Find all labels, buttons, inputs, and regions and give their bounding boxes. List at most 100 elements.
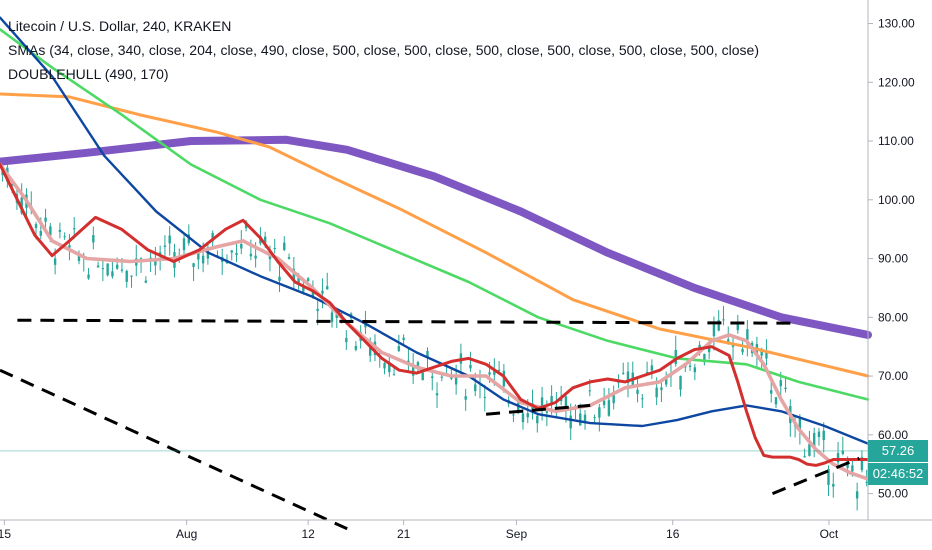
candle-body: [44, 217, 47, 222]
time-tick-label: 21: [397, 527, 411, 541]
candle-body: [287, 257, 291, 259]
candle-body: [593, 417, 596, 419]
symbol-title[interactable]: Litecoin / U.S. Dollar, 240, KRAKEN: [8, 18, 232, 34]
candle-body: [283, 242, 286, 250]
candle-body: [469, 364, 472, 369]
candle-body: [474, 384, 477, 392]
candle-body: [851, 465, 854, 472]
candle-body: [712, 323, 716, 337]
price-axis[interactable]: 130.00 120.00 110.00 100.00 90.00 80.00 70.00 6…: [868, 17, 915, 501]
time-tick-label: Sep: [506, 527, 528, 541]
candle-body: [679, 375, 682, 390]
candle-body: [39, 230, 42, 236]
candle-body: [49, 226, 52, 236]
time-tick-label: 15: [0, 527, 11, 541]
price-tick-label: 90.00: [878, 252, 908, 266]
candle-body: [10, 183, 14, 186]
candle-body: [779, 380, 782, 387]
price-tick-label: 120.00: [878, 75, 915, 89]
price-tick-label: 110.00: [878, 134, 914, 148]
candle-body: [197, 253, 200, 260]
candle-body: [306, 278, 310, 282]
candle-body: [96, 265, 100, 268]
candle-body: [860, 457, 864, 471]
hull-red-line-5: [0, 163, 870, 467]
sma-purple-line-0: [0, 135, 872, 339]
candle-bars: [1, 158, 868, 511]
candle-body: [579, 413, 582, 426]
candle-body: [765, 350, 768, 359]
candle-body: [770, 390, 773, 394]
candle-body: [435, 393, 439, 396]
candle-body: [416, 362, 420, 368]
candle-body: [784, 387, 787, 390]
candle-body: [235, 252, 238, 255]
hull-indicator-label[interactable]: DOUBLEHULL (490, 170): [8, 66, 169, 82]
candle-body: [664, 378, 668, 385]
trendlines-line-9: [771, 456, 860, 495]
candle-body: [34, 224, 38, 228]
candle-body: [660, 387, 663, 390]
trendlines-line-7: [0, 368, 348, 531]
sma-dark-blue-line-3: [0, 16, 870, 445]
candle-body: [106, 263, 109, 276]
candle-body: [536, 415, 539, 424]
candle-body: [841, 450, 845, 454]
candle-body: [58, 229, 62, 232]
candle-body: [832, 483, 835, 487]
candle-body: [598, 407, 601, 418]
candle-body: [240, 243, 243, 249]
candle-body: [354, 345, 358, 350]
candle-body: [612, 394, 615, 404]
candle-body: [540, 397, 544, 408]
candle-body: [321, 290, 324, 294]
candle-body: [63, 236, 66, 238]
candle-body: [588, 390, 592, 392]
candle-body: [774, 397, 778, 405]
candle-body: [263, 236, 267, 243]
candle-body: [273, 247, 276, 249]
candle-body: [703, 353, 706, 363]
candle-body: [440, 376, 444, 378]
candle-body: [746, 329, 749, 345]
candle-body: [731, 344, 735, 347]
candle-body: [488, 372, 491, 375]
candle-body: [369, 346, 372, 356]
candle-body: [817, 431, 821, 438]
candle-body: [569, 415, 572, 429]
candle-body: [803, 456, 806, 458]
candle-body: [827, 468, 830, 485]
candle-body: [493, 370, 496, 375]
candle-body: [650, 365, 654, 371]
candle-body: [292, 268, 296, 281]
candle-body: [607, 400, 611, 416]
price-tick-label: 130.00: [878, 17, 915, 31]
candle-body: [53, 258, 57, 265]
trendlines-line-8: [485, 403, 591, 416]
candle-body: [583, 414, 587, 424]
candle-body: [402, 337, 405, 341]
candle-body: [68, 245, 71, 248]
candle-body: [392, 374, 396, 376]
candle-body: [421, 372, 424, 381]
candle-body: [464, 396, 467, 400]
candle-body: [388, 364, 391, 373]
candle-body: [602, 400, 606, 406]
sma-green-line-2: [0, 28, 870, 401]
hull-pink-line-4: [0, 162, 870, 481]
candle-body: [812, 433, 816, 447]
candle-body: [645, 371, 649, 373]
candle-body: [431, 376, 434, 379]
price-tick-label: 100.00: [878, 193, 915, 207]
candle-body: [182, 238, 186, 251]
candle-body: [302, 286, 305, 292]
candle-body: [798, 417, 802, 432]
candle-body: [454, 375, 458, 385]
candle-body: [201, 255, 205, 264]
sma-indicator-label[interactable]: SMAs (34, close, 340, close, 204, close,…: [8, 42, 759, 58]
candle-body: [311, 289, 315, 298]
candle-body: [101, 268, 105, 270]
candle-body: [516, 402, 520, 414]
time-axis[interactable]: 15 Aug 12 21 Sep 16 Oct: [0, 520, 839, 541]
